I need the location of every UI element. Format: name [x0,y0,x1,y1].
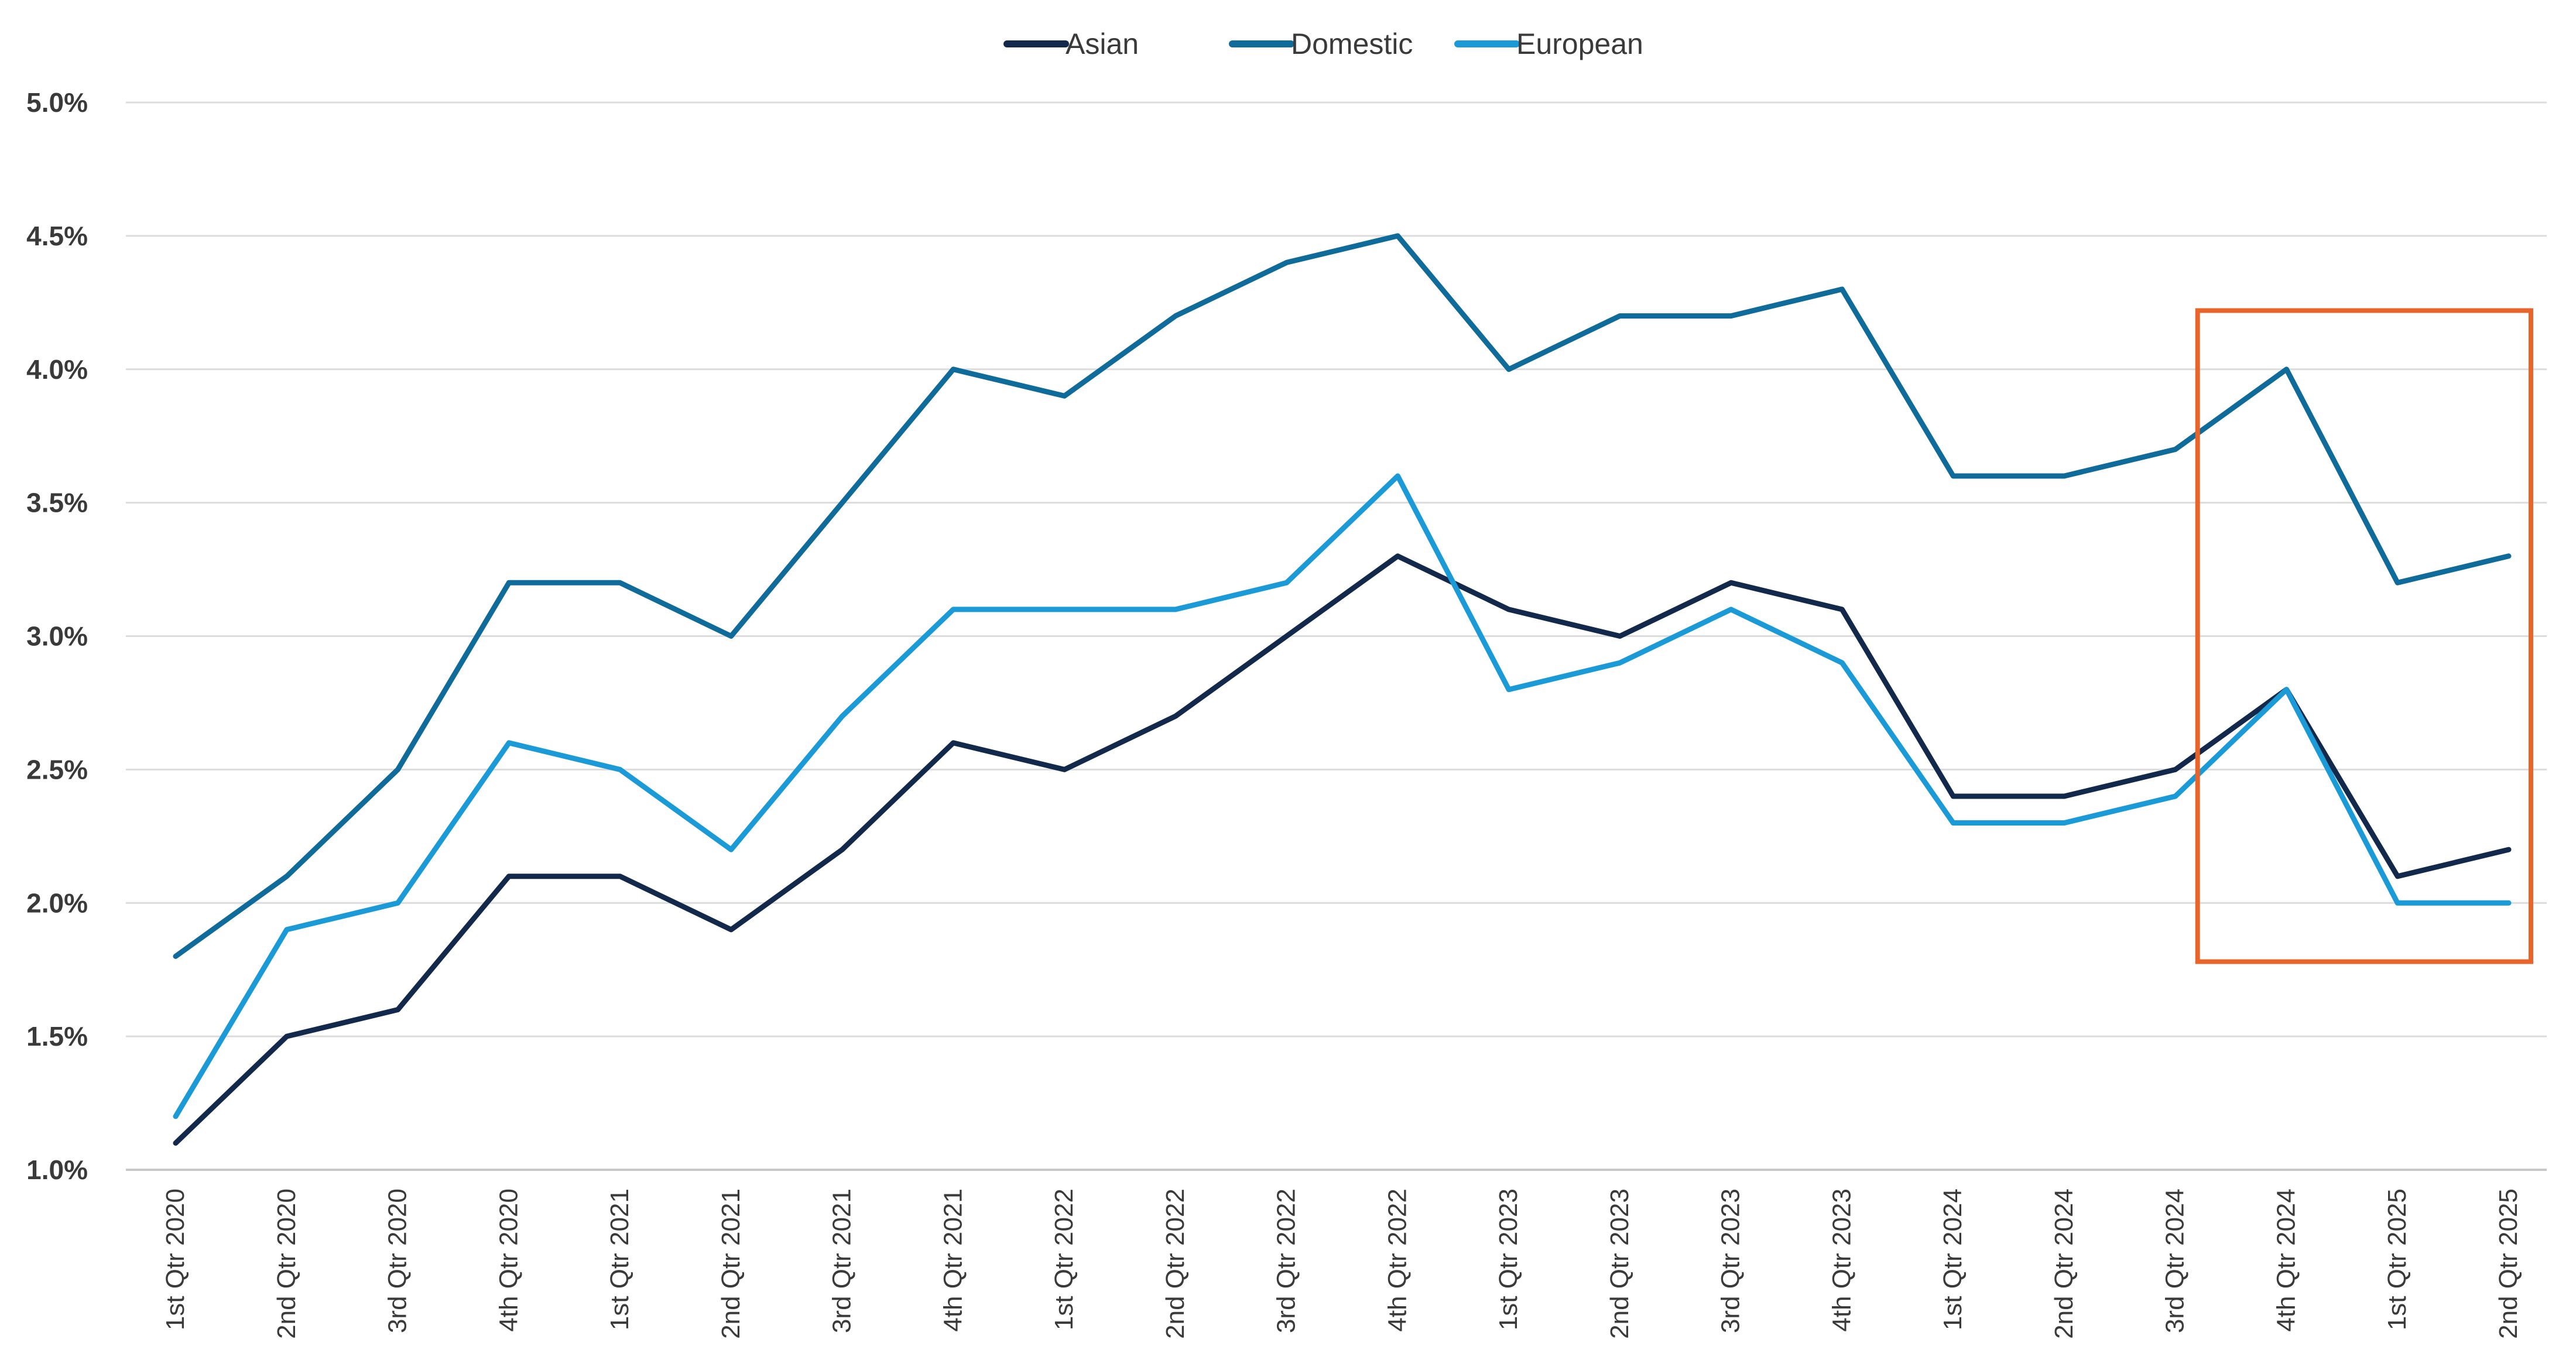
x-tick-label: 2nd Qtr 2021 [717,1189,745,1339]
highlight-rectangle [2195,308,2533,964]
x-tick-label: 2nd Qtr 2024 [2050,1189,2078,1339]
x-tick-label: 4th Qtr 2021 [938,1189,967,1332]
y-tick-label: 2.5% [26,754,88,785]
series-line-asian [173,553,2512,1146]
x-tick-label: 4th Qtr 2023 [1827,1189,1856,1332]
y-tick-label: 1.5% [26,1021,88,1052]
y-tick-label: 2.0% [26,888,88,918]
x-tick-label: 2nd Qtr 2023 [1605,1189,1634,1339]
x-tick-label: 3rd Qtr 2022 [1272,1189,1301,1333]
x-tick-label: 3rd Qtr 2024 [2161,1189,2190,1333]
x-tick-label: 1st Qtr 2023 [1494,1189,1523,1330]
x-tick-label: 3rd Qtr 2023 [1717,1189,1745,1333]
y-tick-label: 1.0% [26,1155,88,1185]
x-axis-ticks: 1st Qtr 2020 2nd Qtr 2020 3rd Qtr 2020 4th … [161,1189,2523,1339]
x-tick-label: 1st Qtr 2022 [1050,1189,1078,1330]
x-tick-label: 3rd Qtr 2020 [383,1189,412,1333]
y-tick-label: 4.0% [26,354,88,385]
legend: Asian Domestic European [1003,28,1643,60]
y-tick-label: 4.5% [26,221,88,251]
x-tick-label: 1st Qtr 2021 [605,1189,634,1330]
series-line-european [173,473,2512,1119]
x-tick-label: 2nd Qtr 2022 [1161,1189,1190,1339]
x-tick-label: 3rd Qtr 2021 [828,1189,857,1333]
series-lines [173,233,2512,1146]
x-tick-label: 4th Qtr 2024 [2272,1189,2300,1332]
x-tick-label: 1st Qtr 2025 [2383,1189,2411,1330]
y-tick-label: 5.0% [26,87,88,118]
x-tick-label: 1st Qtr 2020 [161,1189,190,1330]
x-tick-label: 2nd Qtr 2025 [2494,1189,2523,1339]
y-tick-label: 3.0% [26,621,88,652]
series-line-domestic [173,233,2512,959]
gridlines [126,101,2547,1171]
legend-label-european: European [1516,28,1643,60]
highlight-box [2195,308,2533,964]
legend-label-domestic: Domestic [1291,28,1413,60]
x-tick-label: 2nd Qtr 2020 [272,1189,301,1339]
x-tick-label: 4th Qtr 2020 [494,1189,523,1332]
legend-label-asian: Asian [1066,28,1139,60]
y-axis-ticks: 1.0% 1.5% 2.0% 2.5% 3.0% 3.5% 4.0% 4.5% 5.0% [26,87,88,1185]
y-tick-label: 3.5% [26,488,88,518]
x-tick-label: 4th Qtr 2022 [1383,1189,1412,1332]
x-tick-label: 1st Qtr 2024 [1938,1189,1967,1330]
